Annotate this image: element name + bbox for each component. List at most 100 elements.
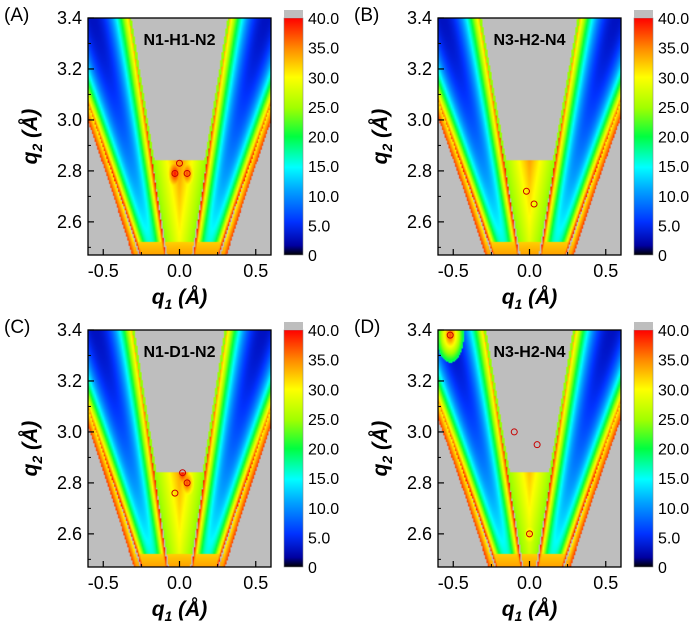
colorbar-tick-label: 0 xyxy=(308,560,317,577)
colorbar-tick-label: 30.0 xyxy=(308,70,339,87)
panel-title: N1-H1-N2 xyxy=(143,32,215,49)
colorbar-tick-label: 10.0 xyxy=(308,501,339,518)
y-tick-label: 2.8 xyxy=(57,161,82,181)
x-tick-label: -0.5 xyxy=(438,573,469,593)
x-axis-label: q1 (Å) xyxy=(502,597,558,624)
colorbar-tick-label: 30.0 xyxy=(658,70,689,87)
y-tick-label: 3.4 xyxy=(57,8,82,28)
colorbar-tick-label: 20.0 xyxy=(658,442,689,459)
colorbar-tick-label: 40.0 xyxy=(658,11,689,28)
colorbar-tick-label: 0 xyxy=(658,248,667,265)
y-axis-label: q2 (Å) xyxy=(18,109,45,165)
panel-label: (D) xyxy=(354,317,380,338)
colorbar-tick-label: 20.0 xyxy=(308,442,339,459)
x-tick-label: 0.5 xyxy=(243,261,268,281)
panel-title: N3-H2-N4 xyxy=(493,344,565,361)
panel-title: N3-H2-N4 xyxy=(493,32,565,49)
colorbar-overflow xyxy=(284,322,303,330)
colorbar-tick-label: 35.0 xyxy=(308,353,339,370)
panel-label: (B) xyxy=(354,5,379,26)
hot-spot-1 xyxy=(171,169,179,177)
x-axis-label: q1 (Å) xyxy=(502,285,558,312)
x-tick-label: -0.5 xyxy=(438,261,469,281)
panel-label: (C) xyxy=(4,317,30,338)
colorbar-tick-label: 40.0 xyxy=(308,11,339,28)
hot-spot-2 xyxy=(183,479,191,487)
y-tick-label: 3.4 xyxy=(407,8,432,28)
colorbar xyxy=(633,17,654,256)
colorbar-tick-label: 25.0 xyxy=(658,412,689,429)
colorbar-overflow xyxy=(634,10,653,18)
colorbar-tick-label: 25.0 xyxy=(658,100,689,117)
hot-spot-3 xyxy=(176,159,183,167)
y-tick-label: 2.8 xyxy=(57,473,82,493)
heatmap-field xyxy=(88,18,271,255)
panel-title: N1-D1-N2 xyxy=(143,344,215,361)
hot-spot-1 xyxy=(179,469,187,477)
y-tick-label: 2.6 xyxy=(57,212,82,232)
y-tick-label: 3.2 xyxy=(57,371,82,391)
panel-3: 2.6 2.8 3.0 3.2 3.4 -0.5 0.0 0.5 q1 (Å) q2 (Å) N1-… xyxy=(4,317,339,624)
x-tick-label: 0.0 xyxy=(167,573,192,593)
hot-spot-2 xyxy=(183,169,191,177)
x-tick-label: 0.0 xyxy=(517,573,542,593)
y-tick-label: 3.2 xyxy=(407,59,432,79)
x-tick-label: 0.5 xyxy=(593,261,618,281)
y-tick-label: 3.0 xyxy=(57,110,82,130)
y-tick-label: 3.2 xyxy=(407,371,432,391)
x-axis-label: q1 (Å) xyxy=(152,597,208,624)
colorbar-overflow xyxy=(634,322,653,330)
hot-spot-2 xyxy=(530,200,538,208)
hot-spot-1 xyxy=(510,428,518,436)
y-tick-label: 3.2 xyxy=(57,59,82,79)
panel-4: 2.6 2.8 3.0 3.2 3.4 -0.5 0.0 0.5 q1 (Å) q2 (Å) N3-… xyxy=(354,317,689,624)
y-tick-label: 3.0 xyxy=(57,422,82,442)
colorbar xyxy=(283,17,304,256)
colorbar-tick-label: 25.0 xyxy=(308,412,339,429)
y-tick-label: 3.4 xyxy=(407,320,432,340)
hot-spot-1 xyxy=(522,187,530,195)
panel-label: (A) xyxy=(4,5,29,26)
colorbar-overflow xyxy=(284,10,303,18)
colorbar xyxy=(283,329,304,568)
colorbar-tick-label: 0 xyxy=(658,560,667,577)
y-tick-label: 3.0 xyxy=(407,110,432,130)
hot-spot-3 xyxy=(446,331,454,339)
y-tick-label: 2.6 xyxy=(407,212,432,232)
colorbar-tick-label: 15.0 xyxy=(308,471,339,488)
colorbar-tick-label: 30.0 xyxy=(308,382,339,399)
colorbar-tick-label: 10.0 xyxy=(658,501,689,518)
y-axis-label: q2 (Å) xyxy=(18,421,45,477)
colorbar-tick-label: 15.0 xyxy=(658,159,689,176)
x-tick-label: -0.5 xyxy=(88,261,119,281)
panel-2: 2.6 2.8 3.0 3.2 3.4 -0.5 0.0 0.5 q1 (Å) q2 (Å) N3-… xyxy=(354,5,689,312)
colorbar xyxy=(633,329,654,568)
colorbar-tick-label: 10.0 xyxy=(308,189,339,206)
colorbar-tick-label: 5.0 xyxy=(308,218,330,235)
heatmap-field xyxy=(438,330,621,567)
colorbar-tick-label: 5.0 xyxy=(658,218,680,235)
x-tick-label: -0.5 xyxy=(88,573,119,593)
colorbar-tick-label: 15.0 xyxy=(658,471,689,488)
x-axis-label: q1 (Å) xyxy=(152,285,208,312)
hot-spot-2 xyxy=(533,441,541,449)
colorbar-tick-label: 35.0 xyxy=(658,41,689,58)
y-tick-label: 2.6 xyxy=(57,524,82,544)
y-axis-label: q2 (Å) xyxy=(368,421,395,477)
y-tick-label: 2.8 xyxy=(407,473,432,493)
panel-1: 2.6 2.8 3.0 3.2 3.4 -0.5 0.0 0.5 q1 (Å) q2 (Å) N1-… xyxy=(4,5,339,312)
colorbar-tick-label: 5.0 xyxy=(308,530,330,547)
colorbar-tick-label: 35.0 xyxy=(308,41,339,58)
colorbar-tick-label: 20.0 xyxy=(308,130,339,147)
colorbar-tick-label: 40.0 xyxy=(658,323,689,340)
x-tick-label: 0.0 xyxy=(517,261,542,281)
colorbar-tick-label: 0 xyxy=(308,248,317,265)
colorbar-tick-label: 25.0 xyxy=(308,100,339,117)
hot-spot-4 xyxy=(526,530,533,538)
colorbar-tick-label: 30.0 xyxy=(658,382,689,399)
x-tick-label: 0.0 xyxy=(167,261,192,281)
x-tick-label: 0.5 xyxy=(243,573,268,593)
y-tick-label: 3.4 xyxy=(57,320,82,340)
y-tick-label: 2.6 xyxy=(407,524,432,544)
